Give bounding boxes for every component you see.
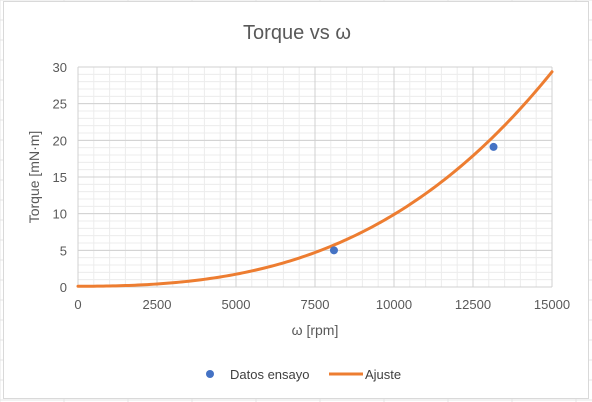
y-tick-label: 20 <box>53 133 67 148</box>
data-point[interactable] <box>329 246 338 255</box>
y-tick-label: 15 <box>53 170 67 185</box>
x-tick-label: 0 <box>74 297 81 312</box>
chart-svg: Torque vs ω 0 2500 5000 7500 10000 12500 15000… <box>26 22 570 382</box>
data-point[interactable] <box>489 142 498 151</box>
y-tick-label: 30 <box>53 60 67 75</box>
chart-area[interactable]: Torque vs ω 0 2500 5000 7500 10000 12500 15000… <box>3 1 589 399</box>
legend-label-datos: Datos ensayo <box>230 367 310 382</box>
y-tick-label: 5 <box>60 243 67 258</box>
x-tick-label: 2500 <box>143 297 172 312</box>
x-tick-label: 12500 <box>455 297 491 312</box>
legend-marker-datos <box>206 370 214 378</box>
x-tick-label: 7500 <box>301 297 330 312</box>
fit-curve-line[interactable] <box>76 70 554 288</box>
major-gridlines <box>77 66 553 288</box>
x-axis-title: ω [rpm] <box>292 322 339 338</box>
chart-title: Torque vs ω <box>243 22 351 44</box>
x-tick-label: 10000 <box>376 297 412 312</box>
x-tick-labels: 0 2500 5000 7500 10000 12500 15000 <box>74 297 570 312</box>
y-axis-title: Torque [mN·m] <box>26 131 42 224</box>
y-tick-label: 10 <box>53 207 67 222</box>
x-tick-label: 5000 <box>222 297 251 312</box>
legend[interactable]: Datos ensayo Ajuste <box>206 367 401 382</box>
y-tick-label: 0 <box>60 280 67 295</box>
legend-label-ajuste: Ajuste <box>365 367 401 382</box>
y-tick-labels: 0 5 10 15 20 25 30 <box>53 60 67 295</box>
y-tick-label: 25 <box>53 97 67 112</box>
x-tick-label: 15000 <box>534 297 570 312</box>
series-layer <box>76 70 554 288</box>
